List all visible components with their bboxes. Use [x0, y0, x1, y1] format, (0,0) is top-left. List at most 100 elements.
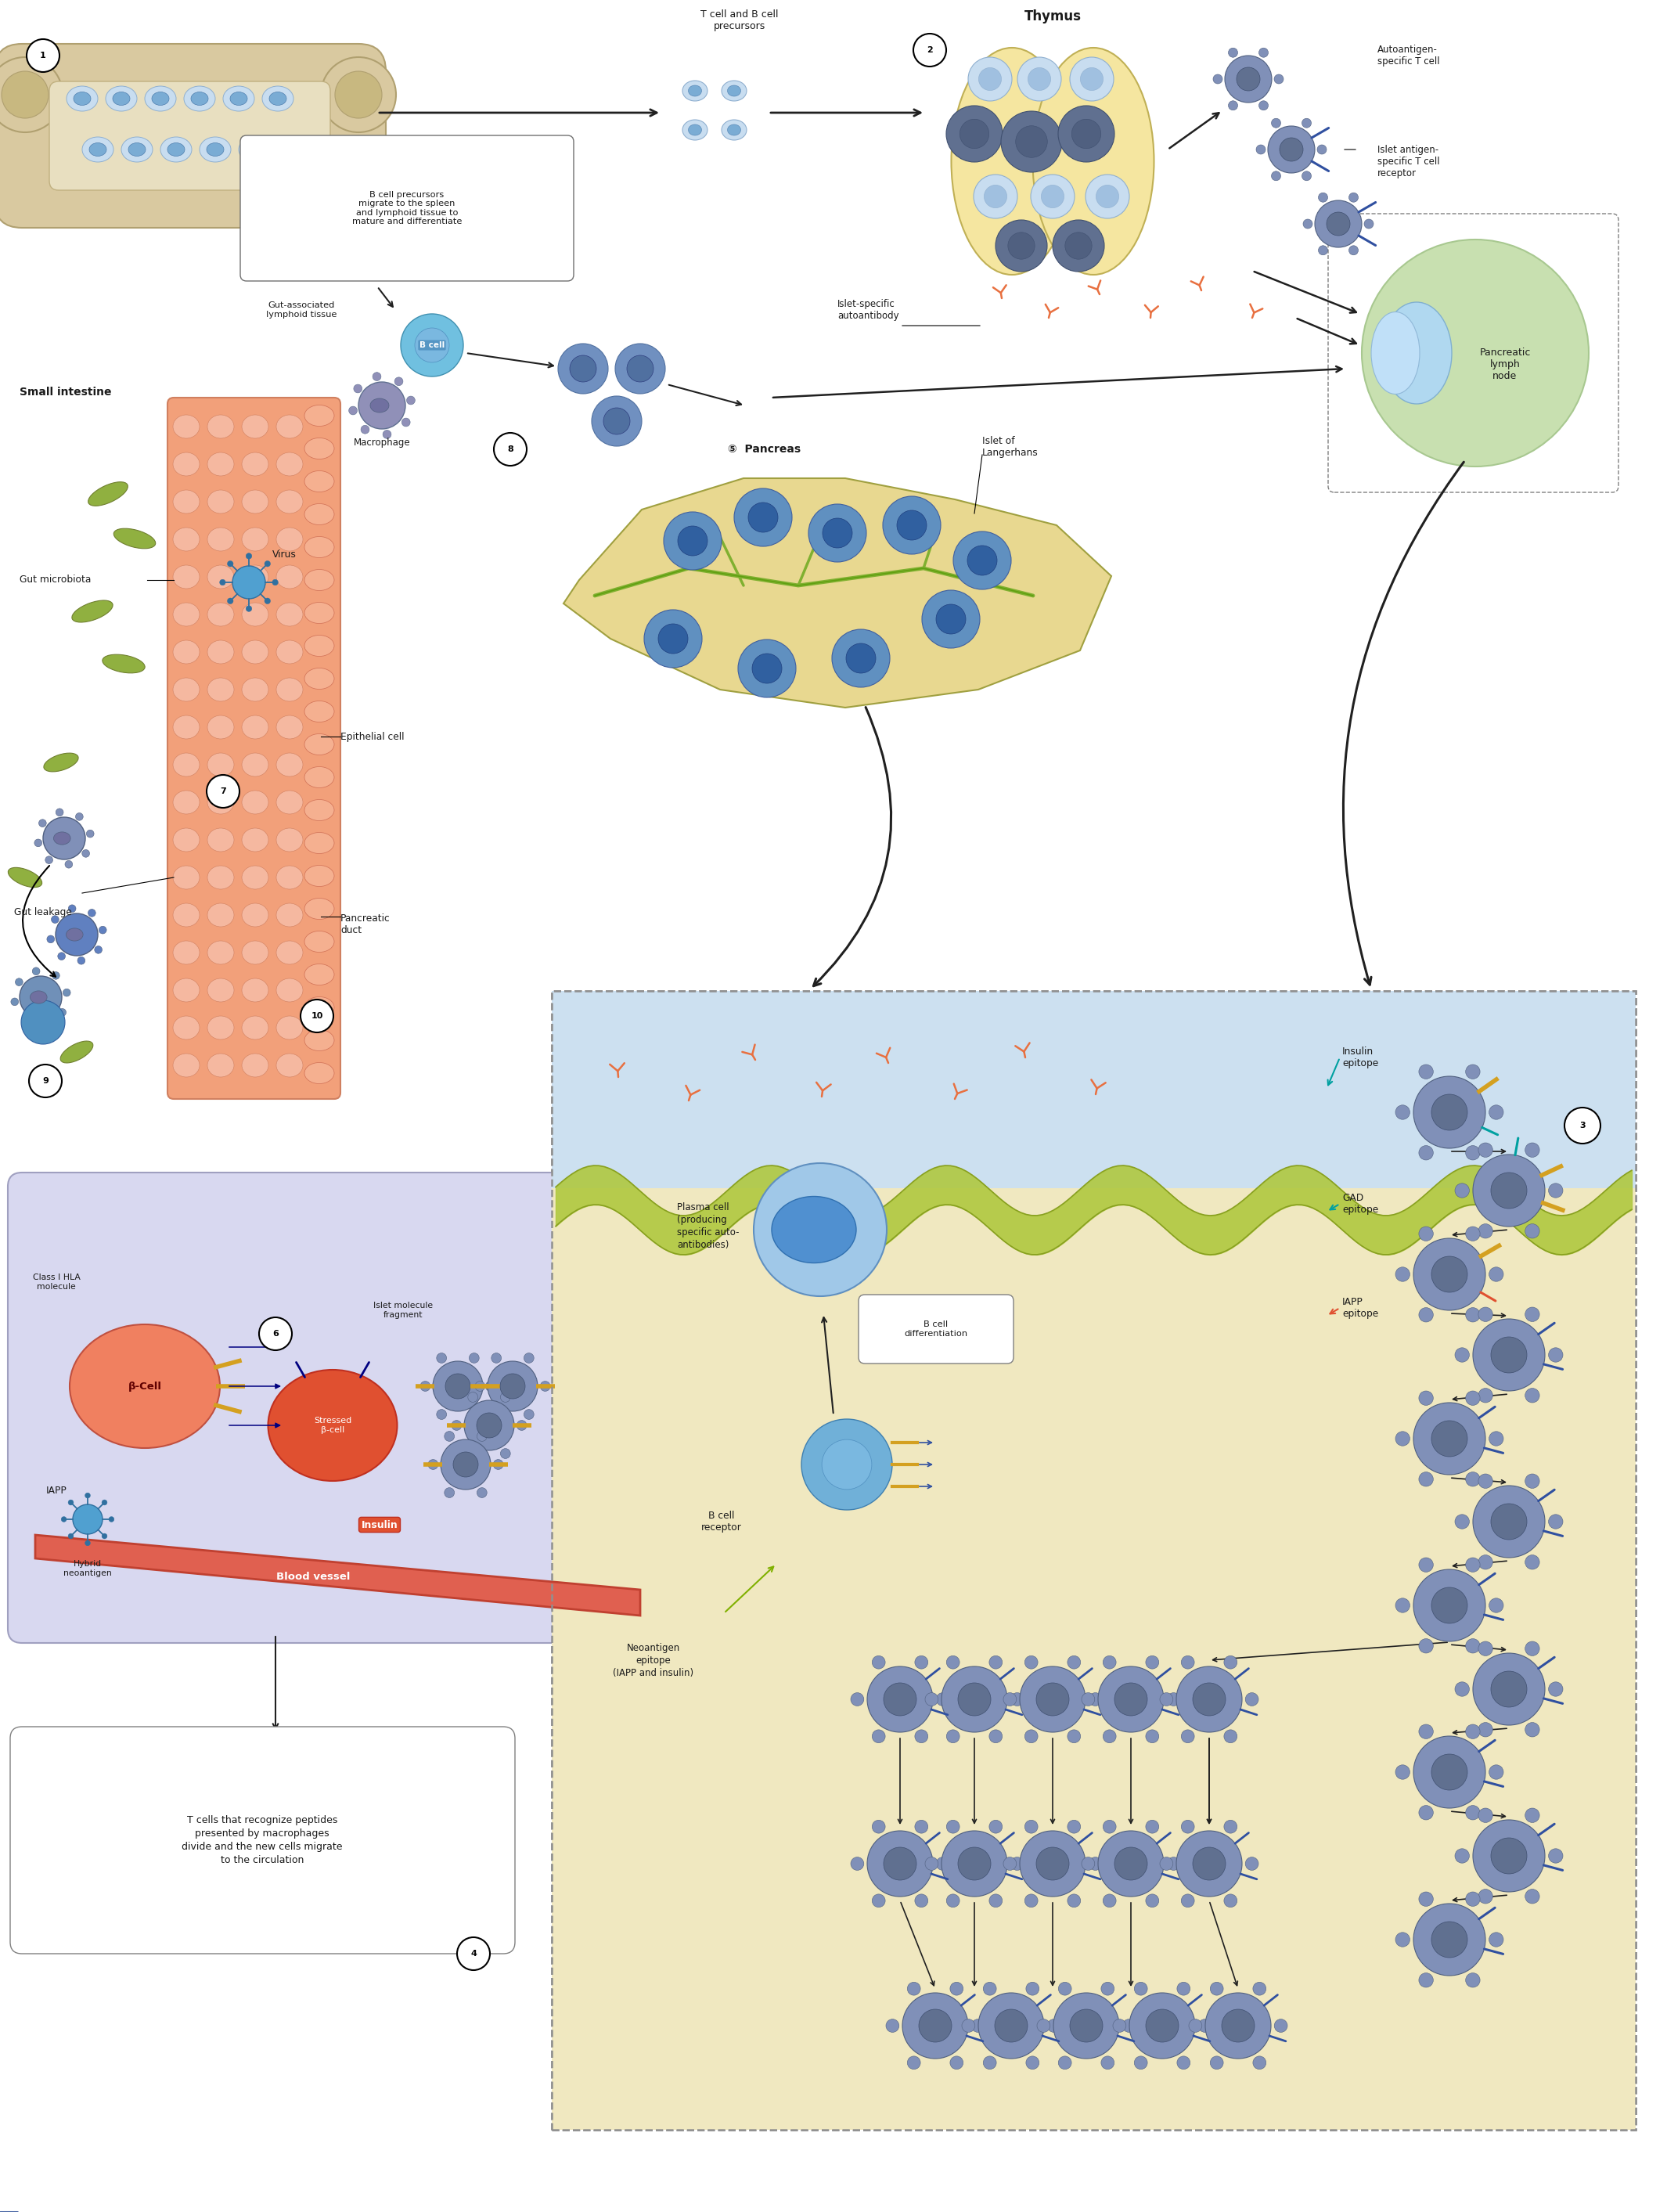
Circle shape [27, 40, 60, 73]
Circle shape [38, 818, 47, 827]
Ellipse shape [305, 931, 333, 951]
Ellipse shape [242, 677, 268, 701]
Text: Gut microbiota: Gut microbiota [20, 575, 92, 586]
Ellipse shape [207, 453, 233, 476]
Text: Small intestine: Small intestine [20, 387, 112, 398]
Ellipse shape [242, 1015, 268, 1040]
Ellipse shape [305, 538, 333, 557]
Circle shape [915, 1730, 929, 1743]
Ellipse shape [207, 940, 233, 964]
Circle shape [592, 396, 642, 447]
Circle shape [967, 546, 997, 575]
Circle shape [1274, 75, 1284, 84]
Circle shape [1465, 1064, 1480, 1079]
Ellipse shape [305, 865, 333, 887]
Circle shape [1549, 1681, 1564, 1697]
FancyBboxPatch shape [552, 991, 1635, 2130]
Circle shape [47, 936, 55, 942]
Text: Blood vessel: Blood vessel [277, 1571, 350, 1582]
Circle shape [989, 1893, 1002, 1907]
Circle shape [457, 1938, 490, 1971]
Circle shape [1490, 1336, 1527, 1374]
Circle shape [925, 1858, 939, 1871]
Ellipse shape [8, 867, 42, 887]
Circle shape [950, 1982, 964, 1995]
Circle shape [335, 71, 382, 117]
Circle shape [1082, 1858, 1095, 1871]
Circle shape [1072, 119, 1100, 148]
Circle shape [12, 998, 18, 1006]
Circle shape [984, 186, 1007, 208]
Circle shape [28, 1064, 62, 1097]
Circle shape [919, 2008, 952, 2042]
Ellipse shape [305, 438, 333, 460]
Circle shape [445, 1374, 470, 1398]
Circle shape [822, 518, 852, 549]
Ellipse shape [43, 752, 78, 772]
Ellipse shape [173, 752, 200, 776]
Circle shape [62, 1517, 67, 1522]
Circle shape [35, 838, 42, 847]
Circle shape [32, 967, 40, 975]
Circle shape [353, 385, 362, 394]
Ellipse shape [682, 119, 707, 139]
Circle shape [1095, 186, 1119, 208]
Circle shape [1490, 1172, 1527, 1208]
Circle shape [247, 606, 252, 611]
Circle shape [358, 383, 405, 429]
Circle shape [867, 1666, 934, 1732]
Ellipse shape [370, 398, 388, 411]
Ellipse shape [207, 1053, 233, 1077]
Circle shape [658, 624, 688, 653]
Circle shape [947, 1730, 960, 1743]
Ellipse shape [727, 124, 740, 135]
Circle shape [22, 1000, 65, 1044]
Ellipse shape [67, 86, 98, 111]
Circle shape [272, 580, 278, 586]
Text: 3: 3 [1580, 1121, 1585, 1130]
Circle shape [55, 914, 98, 956]
Ellipse shape [277, 1053, 303, 1077]
Circle shape [102, 1533, 107, 1540]
Circle shape [822, 1440, 872, 1489]
Polygon shape [563, 478, 1112, 708]
Ellipse shape [242, 827, 268, 852]
Circle shape [1419, 1064, 1434, 1079]
Ellipse shape [305, 768, 333, 787]
Circle shape [1214, 75, 1222, 84]
Circle shape [1272, 170, 1280, 181]
Text: IAPP
epitope: IAPP epitope [1342, 1296, 1379, 1318]
Ellipse shape [305, 635, 333, 657]
Circle shape [82, 849, 90, 858]
Circle shape [265, 597, 270, 604]
Circle shape [1274, 2020, 1287, 2033]
Circle shape [570, 356, 597, 383]
Ellipse shape [207, 416, 233, 438]
Ellipse shape [207, 491, 233, 513]
Circle shape [1414, 1077, 1485, 1148]
Text: Islet of
Langerhans: Islet of Langerhans [982, 436, 1039, 458]
Ellipse shape [173, 1053, 200, 1077]
Circle shape [477, 1489, 487, 1498]
Text: Virus: Virus [272, 549, 297, 560]
Circle shape [1414, 1905, 1485, 1975]
Ellipse shape [245, 144, 263, 157]
Circle shape [1395, 1933, 1410, 1947]
Circle shape [1432, 1256, 1467, 1292]
Ellipse shape [207, 865, 233, 889]
Circle shape [915, 1820, 929, 1834]
Circle shape [1210, 1982, 1224, 1995]
Circle shape [1017, 58, 1062, 102]
Circle shape [1015, 126, 1047, 157]
Circle shape [1160, 1692, 1174, 1705]
Text: B cell
differentiation: B cell differentiation [904, 1321, 969, 1338]
Circle shape [1525, 1723, 1540, 1736]
Circle shape [1395, 1431, 1410, 1447]
Circle shape [832, 630, 890, 688]
Circle shape [453, 1451, 478, 1478]
Ellipse shape [242, 714, 268, 739]
Circle shape [1102, 1982, 1114, 1995]
Ellipse shape [173, 978, 200, 1002]
Ellipse shape [207, 144, 223, 157]
Circle shape [1465, 1805, 1480, 1820]
